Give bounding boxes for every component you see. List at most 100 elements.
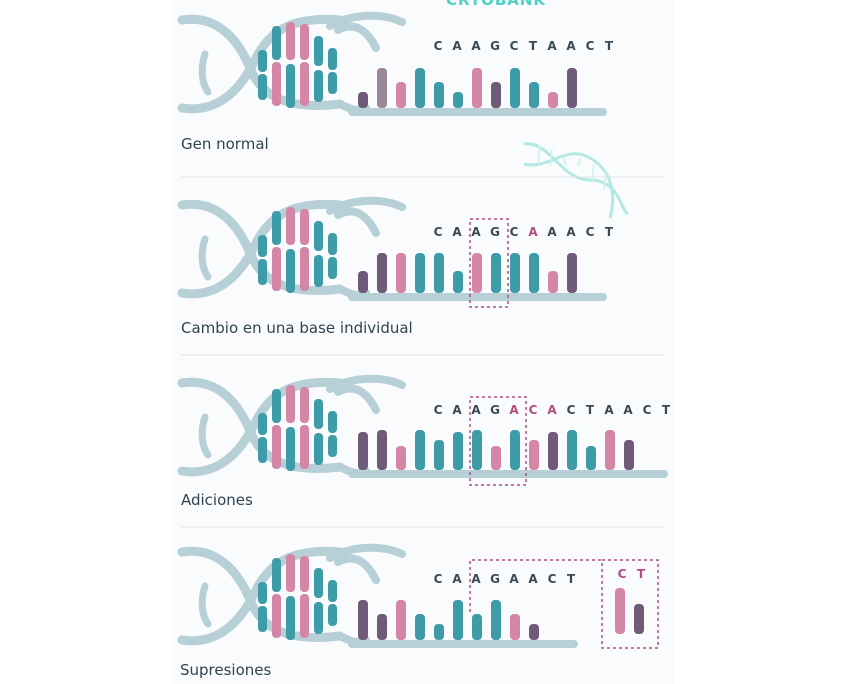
helix-strand: [177, 546, 345, 646]
base-letter: C: [548, 572, 557, 586]
helix-base-bar: [328, 257, 337, 279]
base-letter: A: [604, 403, 614, 417]
helix-base-bar: [328, 48, 337, 70]
helix-strand: [334, 22, 380, 52]
base-letter: T: [605, 39, 614, 53]
helix-base-bar: [314, 36, 323, 66]
helix-strand: [198, 582, 212, 628]
helix-base-bar: [328, 72, 337, 94]
nucleotide-bar: [415, 68, 425, 108]
nucleotide-bar: [415, 614, 425, 640]
nucleotide-bar: [529, 253, 539, 293]
nucleotide-bar: [396, 253, 406, 293]
helix-strand: [334, 207, 380, 237]
helix-base-bar: [272, 247, 281, 291]
nucleotide-bar: [434, 624, 444, 640]
base-letter: C: [586, 39, 595, 53]
base-letter: C: [529, 403, 538, 417]
dna-helix: [177, 196, 406, 300]
base-letter: T: [662, 403, 671, 417]
helix-base-bar: [300, 62, 309, 106]
helix-strand: [334, 384, 380, 414]
helix-base-bar: [328, 435, 337, 457]
base-letter: A: [452, 225, 462, 239]
nucleotide-bar: [510, 253, 520, 293]
nucleotide-bar: [453, 600, 463, 640]
helix-base-bar: [258, 235, 267, 257]
helix-strand: [177, 199, 345, 299]
helix-base-bar: [272, 389, 281, 423]
helix-base-bar: [286, 64, 295, 108]
nucleotide-bar: [358, 271, 368, 293]
nucleotide-bar: [510, 430, 520, 470]
nucleotide-bar: [472, 430, 482, 470]
helix-base-bar: [314, 433, 323, 465]
base-letter: C: [434, 572, 443, 586]
helix-base-bar: [300, 425, 309, 469]
base-letter: G: [490, 572, 500, 586]
helix-base-bar: [314, 221, 323, 251]
highlight-box: [469, 218, 509, 308]
nucleotide-bar: [358, 600, 368, 640]
removed-base-letter: T: [637, 567, 646, 581]
base-letter: G: [490, 403, 500, 417]
nucleotide-bars: [334, 384, 668, 478]
nucleotide-bars: [334, 554, 578, 648]
base-letter: A: [452, 39, 462, 53]
nucleotide-bar: [472, 614, 482, 640]
nucleotide-bar: [453, 432, 463, 470]
dna-helix-icon: [523, 142, 629, 219]
nucleotide-bar: [434, 82, 444, 108]
base-letter: A: [509, 403, 519, 417]
helix-base-bar: [272, 211, 281, 245]
nucleotide-bar: [434, 253, 444, 293]
nucleotide-bar: [491, 446, 501, 470]
nucleotide-bar: [529, 440, 539, 470]
helix-strand: [198, 235, 212, 281]
nucleotide-bar: [358, 92, 368, 108]
helix-base-bar: [286, 427, 295, 471]
nucleotide-bar: [491, 82, 501, 108]
helix-base-bar: [286, 22, 295, 60]
nucleotide-bar: [377, 68, 387, 108]
caption-substitution: Cambio en una base individual: [181, 319, 413, 337]
base-letter: A: [566, 39, 576, 53]
helix-base-bar: [328, 580, 337, 602]
nucleotide-bar: [377, 253, 387, 293]
brand-logo: CRYOBANK: [446, 0, 546, 9]
nucleotide-bar: [434, 440, 444, 470]
helix-base-bar: [286, 249, 295, 293]
removed-box: [601, 559, 659, 649]
base-letter: A: [528, 225, 538, 239]
helix-base-bar: [314, 70, 323, 102]
base-letter: A: [547, 39, 557, 53]
helix-base-bar: [258, 413, 267, 435]
nucleotide-bar: [624, 440, 634, 470]
dna-helix: [177, 543, 406, 647]
helix-strand: [326, 374, 406, 393]
nucleotide-bar: [453, 271, 463, 293]
helix-base-bar: [258, 259, 267, 285]
helix-base-bar: [258, 437, 267, 463]
nucleotide-bar: [510, 614, 520, 640]
helix-base-bar: [258, 606, 267, 632]
base-letter: T: [567, 572, 576, 586]
helix-base-bar: [272, 62, 281, 106]
base-letter: C: [510, 225, 519, 239]
helix-strand: [198, 50, 212, 96]
helix-base-bar: [300, 556, 309, 592]
nucleotide-bar: [586, 446, 596, 470]
helix-base-bar: [258, 582, 267, 604]
dna-helix: [177, 374, 406, 478]
nucleotide-bar: [396, 600, 406, 640]
helix-base-bar: [258, 50, 267, 72]
nucleotide-bar: [472, 253, 482, 293]
base-letter: T: [529, 39, 538, 53]
helix-strand: [326, 543, 406, 562]
